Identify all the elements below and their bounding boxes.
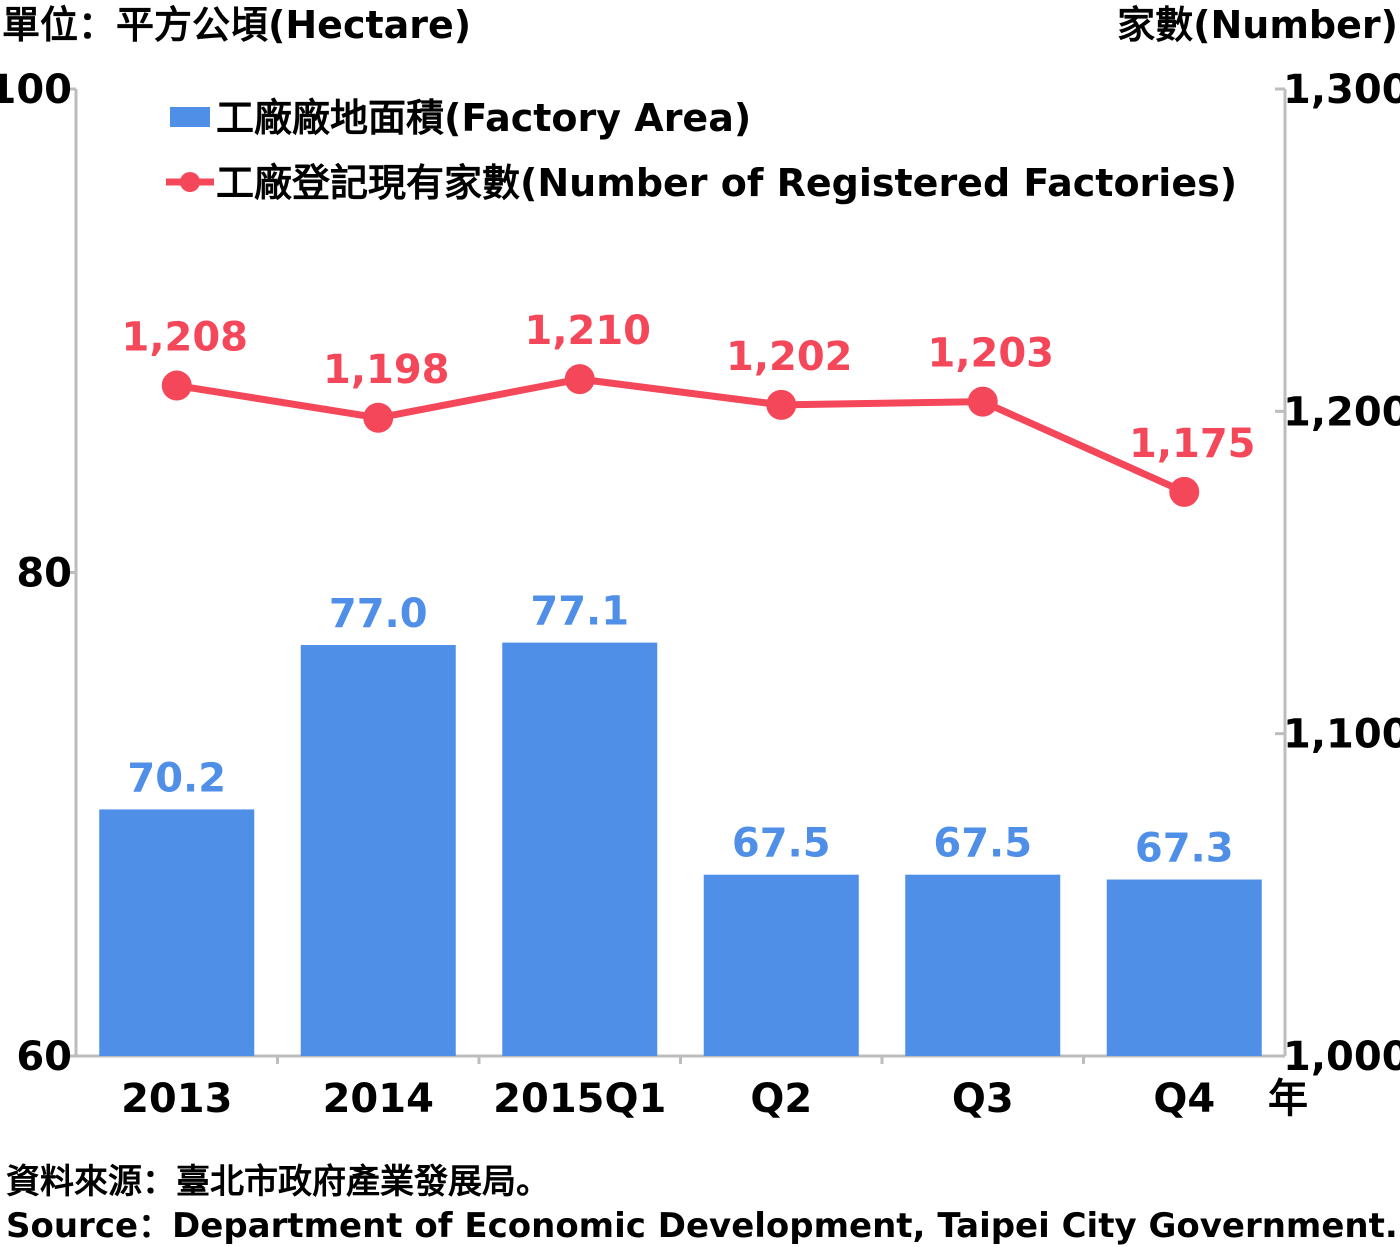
right-tick-label: 1,100: [1283, 712, 1400, 758]
line-point: [1169, 476, 1200, 507]
right-axis-title: 家數(Number): [1117, 3, 1398, 47]
right-tick-label: 1,300: [1283, 67, 1400, 113]
x-unit-label: 年: [1268, 1076, 1308, 1122]
left-tick-label: 100: [0, 67, 72, 113]
bar-value-label: 77.1: [530, 589, 629, 635]
bar: [99, 809, 255, 1056]
bar-value-label: 70.2: [127, 755, 226, 801]
line-point: [967, 386, 998, 417]
category-label: Q3: [952, 1076, 1014, 1122]
legend-bar-swatch: [170, 107, 210, 127]
line-value-label: 1,210: [524, 308, 651, 354]
x-axis-ticks: [276, 1056, 1085, 1064]
line-point: [363, 402, 394, 433]
category-label: 2014: [323, 1076, 434, 1122]
bar-value-label: 67.5: [933, 821, 1032, 867]
line-value-label: 1,175: [1129, 421, 1256, 467]
line-point: [161, 370, 192, 401]
line-point: [766, 389, 797, 420]
legend-line-label: 工廠登記現有家數(Number of Registered Factories): [216, 161, 1237, 205]
bar: [703, 874, 859, 1056]
left-axis-title: 單位：平方公頃(Hectare): [2, 3, 471, 47]
bar: [905, 874, 1061, 1056]
bar-value-label: 67.3: [1135, 826, 1234, 872]
left-tick-label: 80: [16, 551, 72, 597]
left-axis-ticks: 60 80 100: [0, 67, 76, 1080]
legend-line-marker: [180, 172, 200, 192]
legend-bar-label: 工廠廠地面積(Factory Area): [216, 96, 751, 140]
left-tick-label: 60: [16, 1034, 72, 1080]
line-series: 1,208 1,198 1,210 1,202 1,203 1,175: [121, 308, 1256, 507]
category-label: 2015Q1: [493, 1076, 666, 1122]
right-axis-ticks: 1,000 1,100 1,200 1,300: [1275, 67, 1400, 1080]
bar-series: 70.2 77.0 77.1 67.5 67.5 67.3: [99, 589, 1262, 1056]
category-labels: 2013 2014 2015Q1 Q2 Q3 Q4: [121, 1076, 1215, 1122]
bar: [300, 645, 456, 1056]
legend: 工廠廠地面積(Factory Area) 工廠登記現有家數(Number of …: [166, 96, 1237, 205]
bar-value-label: 77.0: [329, 591, 428, 637]
source-en: Source：Department of Economic Developmen…: [6, 1206, 1398, 1246]
category-label: 2013: [121, 1076, 232, 1122]
category-label: Q2: [750, 1076, 812, 1122]
right-tick-label: 1,000: [1283, 1034, 1400, 1080]
right-tick-label: 1,200: [1283, 389, 1400, 435]
line-value-label: 1,198: [323, 347, 450, 393]
bar: [1106, 879, 1262, 1056]
source-zh: 資料來源：臺北市政府產業發展局。: [6, 1162, 550, 1202]
line-value-label: 1,208: [121, 315, 248, 361]
line-value-label: 1,203: [927, 331, 1054, 377]
line-path: [176, 375, 1186, 496]
line-value-label: 1,202: [726, 334, 853, 380]
bar: [502, 642, 658, 1056]
category-label: Q4: [1153, 1076, 1215, 1122]
line-point: [564, 364, 595, 395]
bar-value-label: 67.5: [732, 821, 831, 867]
